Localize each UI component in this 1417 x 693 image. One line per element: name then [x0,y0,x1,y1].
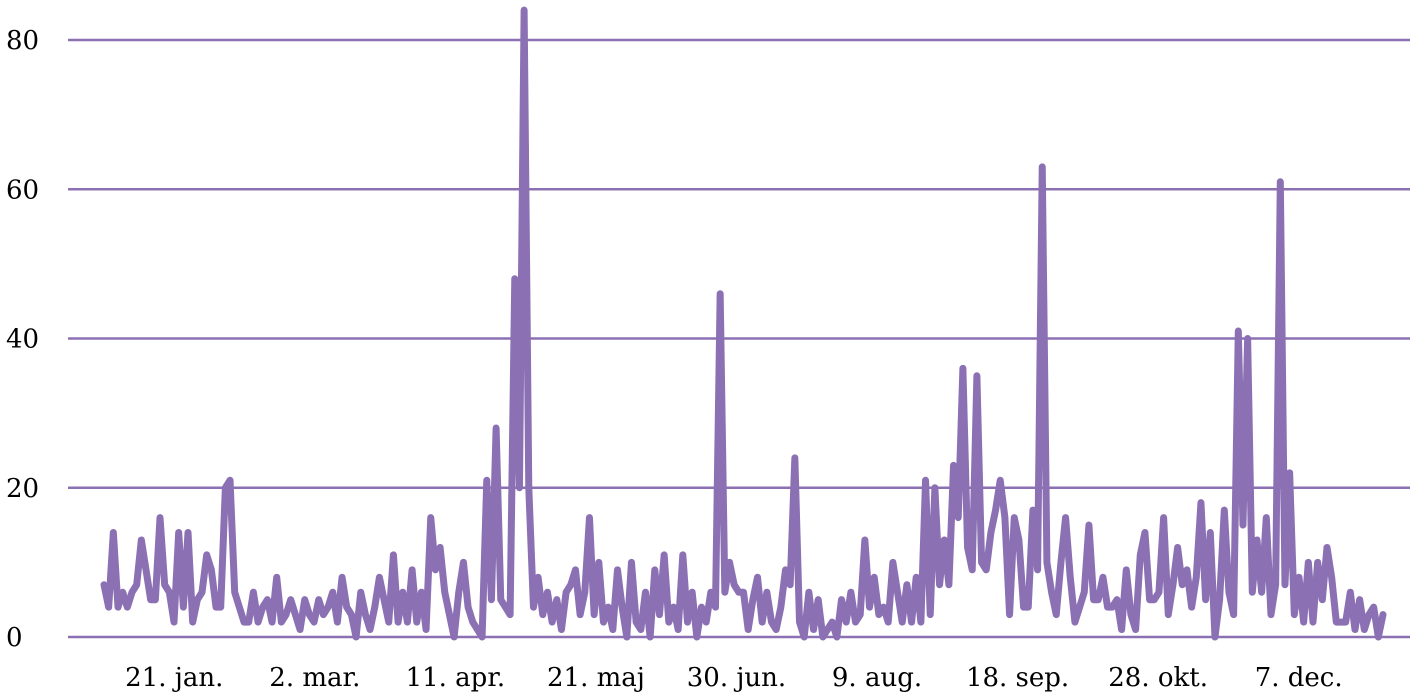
series-group [100,6,1387,641]
y-tick-label: 20 [6,474,39,504]
x-tick-label: 2. mar. [269,663,360,693]
x-tick-label: 28. okt. [1108,663,1208,693]
y-axis: 0 20 40 60 80 [6,26,39,653]
x-tick-label: 21. maj [547,663,645,693]
series-line [100,6,1387,641]
x-tick-label: 30. jun. [687,663,786,693]
y-tick-label: 0 [6,623,23,653]
y-tick-label: 80 [6,26,39,56]
grid-lines [68,38,1410,639]
x-tick-label: 11. apr. [406,663,506,693]
x-tick-label: 18. sep. [966,663,1069,693]
x-tick-label: 9. aug. [832,663,922,693]
y-tick-label: 60 [6,175,39,205]
x-axis: 21. jan. 2. mar. 11. apr. 21. maj 30. jun. 9.… [125,663,1342,693]
x-tick-label: 7. dec. [1255,663,1343,693]
x-tick-label: 21. jan. [125,663,223,693]
y-tick-label: 40 [6,325,39,355]
